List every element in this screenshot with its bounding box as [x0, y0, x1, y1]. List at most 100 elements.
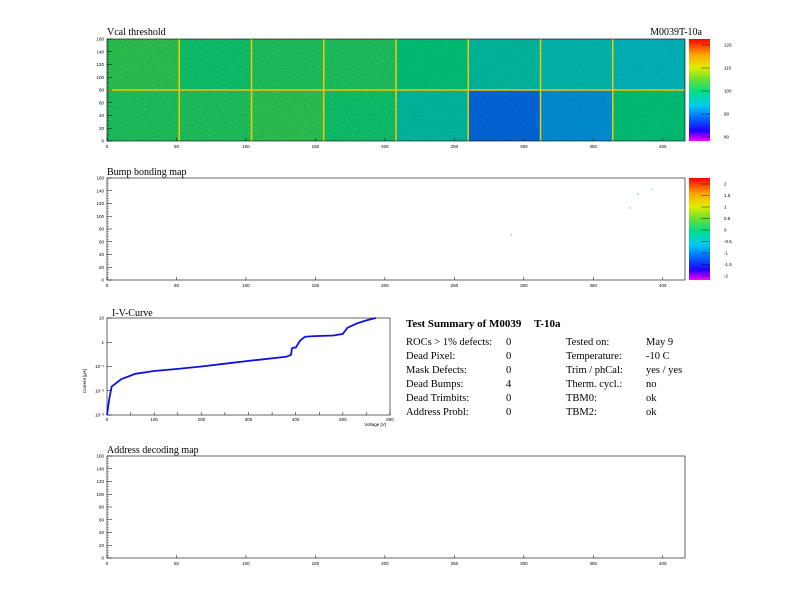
bump-scale-label: 2	[724, 182, 727, 187]
vcal-x-tick-label: 200	[381, 144, 389, 149]
iv-axes: 0 100 200 300 400 500 600 10⁻³ 10⁻² 10⁻¹ 1 10	[95, 316, 394, 423]
summary-right-value: no	[646, 379, 657, 390]
iv-xlabel: Voltage [V]	[364, 422, 386, 427]
bump-scale-label: -0.5	[724, 239, 732, 244]
bump-y-tick-label: 20	[99, 265, 105, 270]
addr-x-tick-label: 150	[312, 561, 320, 566]
iv-x-tick-label: 300	[245, 417, 253, 422]
bump-scale-labels: 2 1.5 1 0.5 0 -0.5 -1 -1.5 -2	[701, 182, 732, 279]
addr-frame	[106, 455, 686, 559]
iv-x-tick-label: 200	[198, 417, 206, 422]
bump-x-tick-label: 150	[312, 283, 320, 288]
addr-y-tick-label: 20	[99, 543, 105, 548]
iv-y-tick-label: 10⁻³	[95, 413, 104, 418]
bump-scale-label: 1	[724, 205, 727, 210]
iv-title: I-V-Curve	[112, 308, 153, 319]
bump-point	[628, 207, 631, 209]
bump-x-tick-label: 250	[451, 283, 459, 288]
vcal-scale-label: 100	[724, 89, 732, 94]
addr-y-tick-label: 120	[96, 479, 104, 484]
vcal-y-tick-label: 100	[96, 75, 104, 80]
summary-right-label: TBM2:	[566, 407, 597, 418]
vcal-x-tick-label: 300	[520, 144, 528, 149]
bump-x-tick-label: 300	[520, 283, 528, 288]
addr-x-tick-label: 400	[659, 561, 667, 566]
addr-x-tick-label: 100	[242, 561, 250, 566]
iv-y-tick-label: 10⁻²	[95, 388, 104, 393]
vcal-scale-label: 110	[724, 66, 732, 71]
bump-x-tick-label: 0	[106, 283, 109, 288]
vcal-scale-labels: 120 110 100 90 80	[701, 43, 732, 140]
bump-y-tick-label: 0	[101, 278, 104, 283]
vcal-scale-label: 80	[724, 135, 730, 140]
bump-x-tick-label: 350	[590, 283, 598, 288]
bump-point	[650, 188, 653, 191]
iv-x-tick-label: 500	[339, 417, 347, 422]
vcal-x-tick-label: 150	[312, 144, 320, 149]
summary-right-value: ok	[646, 407, 657, 418]
summary-left-label: ROCs > 1% defects:	[406, 337, 493, 348]
summary-right-value: ok	[646, 393, 657, 404]
addr-x-tick-label: 350	[590, 561, 598, 566]
bump-y-tick-label: 40	[99, 252, 105, 257]
iv-x-tick-label: 600	[386, 417, 394, 422]
summary-right-value: yes / yes	[646, 365, 683, 376]
summary-right-label: TBM0:	[566, 393, 597, 404]
addr-x-tick-label: 300	[520, 561, 528, 566]
summary-left-label: Address Probl:	[406, 407, 469, 418]
bump-y-tick-label: 160	[96, 176, 104, 181]
iv-frame	[106, 317, 391, 416]
vcal-y-tick-label: 40	[99, 113, 105, 118]
bump-frame	[106, 177, 686, 281]
vcal-color-scale	[689, 39, 710, 141]
bump-scale-label: 0	[724, 228, 727, 233]
bump-x-tick-label: 100	[242, 283, 250, 288]
summary-left-value: 0	[506, 351, 512, 362]
summary-right-label: Tested on:	[566, 337, 610, 348]
addr-y-tick-label: 80	[99, 505, 105, 510]
bump-scale-label: 0.5	[724, 216, 731, 221]
vcal-title: Vcal threshold	[107, 27, 166, 38]
vcal-scale-label: 90	[724, 112, 730, 117]
summary-left-label: Dead Trimbits:	[406, 393, 470, 404]
vcal-y-tick-label: 160	[96, 37, 104, 42]
summary-left-value: 0	[506, 337, 512, 348]
vcal-y-tick-label: 120	[96, 62, 104, 67]
bump-x-tick-label: 400	[659, 283, 667, 288]
summary-left-value: 0	[506, 365, 512, 376]
bump-point	[636, 193, 639, 195]
bump-x-tick-label: 200	[381, 283, 389, 288]
bump-y-tick-label: 80	[99, 227, 105, 232]
vcal-x-tick-label: 100	[242, 144, 250, 149]
addr-x-tick-label: 0	[106, 561, 109, 566]
summary-right-value: May 9	[646, 337, 674, 348]
addr-x-tick-label: 250	[451, 561, 459, 566]
vcal-axes: 0 50 100 150 200 250 300 350 400 0 20 40 60 80 100 120 1…	[96, 37, 667, 150]
bump-y-tick-label: 100	[96, 214, 104, 219]
addr-y-tick-label: 60	[99, 517, 105, 522]
vcal-x-tick-label: 0	[106, 144, 109, 149]
vcal-x-tick-label: 250	[451, 144, 459, 149]
bump-scale-label: -1	[724, 251, 728, 256]
iv-series-line	[106, 317, 377, 416]
addr-axes: 0 50 100 150 200 250 300 350 400 0 20 40 60 80 100 120 1…	[96, 454, 667, 567]
addr-y-tick-label: 40	[99, 530, 105, 535]
bump-title: Bump bonding map	[107, 167, 186, 178]
bump-scale-label: 1.5	[724, 193, 731, 198]
vcal-x-tick-label: 350	[590, 144, 598, 149]
bump-y-tick-label: 120	[96, 201, 104, 206]
summary-left-value: 0	[506, 407, 512, 418]
addr-y-tick-label: 100	[96, 492, 104, 497]
vcal-y-tick-label: 20	[99, 126, 105, 131]
summary-right-value: -10 C	[646, 351, 670, 362]
summary-right-label: Trim / phCal:	[566, 365, 623, 376]
iv-y-tick-label: 10⁻¹	[95, 364, 104, 369]
iv-y-tick-label: 1	[101, 340, 104, 345]
summary-left-value: 4	[506, 379, 512, 390]
summary-right-label: Therm. cycl.:	[566, 379, 623, 390]
iv-x-tick-label: 0	[106, 417, 109, 422]
summary-title: Test Summary of M0039	[406, 318, 522, 330]
bump-color-scale	[689, 178, 710, 280]
vcal-x-tick-label: 50	[174, 144, 180, 149]
